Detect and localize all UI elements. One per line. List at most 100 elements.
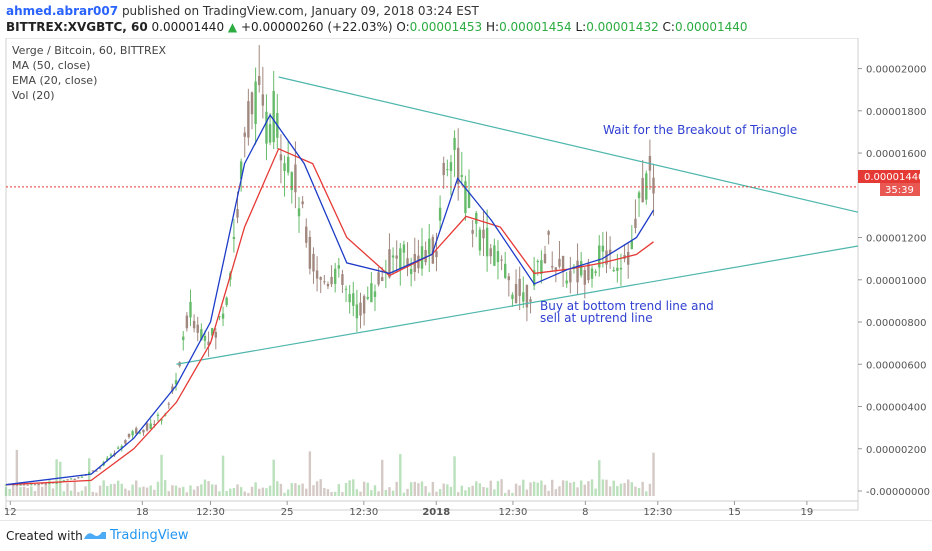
candle-body xyxy=(286,156,290,173)
volume-bar xyxy=(160,454,163,496)
volume-bar xyxy=(163,480,167,496)
volume-bar xyxy=(33,491,37,496)
legend-ma: MA (50, close) xyxy=(12,59,90,72)
trendline-upper xyxy=(278,76,859,213)
candle-body xyxy=(189,301,192,318)
volume-bar xyxy=(652,452,655,496)
volume-bar xyxy=(142,486,145,496)
volume-bar xyxy=(95,492,98,496)
volume-bar xyxy=(579,480,583,496)
volume-bar xyxy=(196,486,199,496)
candle-body xyxy=(453,137,456,150)
volume-bar xyxy=(485,487,489,496)
candle-body xyxy=(308,236,312,269)
volume-bar xyxy=(15,449,19,496)
candle-body xyxy=(409,269,413,275)
volume-bar xyxy=(225,490,228,496)
volume-bar xyxy=(120,483,123,496)
y-tick-label: 0.00001600 xyxy=(866,149,926,160)
candle-body xyxy=(435,251,438,258)
candle-body xyxy=(37,484,40,486)
candle-body xyxy=(297,208,301,217)
volume-bar xyxy=(417,483,420,496)
candle-body xyxy=(305,226,308,243)
volume-bar xyxy=(207,481,210,496)
candle-body xyxy=(391,255,395,258)
candle-body xyxy=(587,263,590,281)
candle-body xyxy=(532,270,536,286)
candle-body xyxy=(344,288,348,290)
candle-body xyxy=(135,428,138,434)
candle-body xyxy=(261,94,265,106)
volume-bar xyxy=(641,481,644,496)
candle-body xyxy=(312,253,315,272)
candle-body xyxy=(254,81,257,124)
volume-bar xyxy=(301,483,304,496)
legend-vol: Vol (20) xyxy=(12,89,55,102)
volume-bar xyxy=(391,490,395,496)
candle-body xyxy=(323,281,326,283)
close-label: C: xyxy=(662,20,675,34)
candle-body xyxy=(182,336,185,341)
y-tick-label: 0.00002000 xyxy=(866,65,926,76)
candle-body xyxy=(69,478,73,480)
volume-bar xyxy=(344,483,348,496)
trendline-lower xyxy=(176,245,859,365)
candle-body xyxy=(174,380,178,385)
candle-body xyxy=(294,164,297,193)
volume-bar xyxy=(352,479,355,496)
volume-bar xyxy=(210,484,214,496)
volume-bar xyxy=(261,487,265,496)
x-tick-label: 12:30 xyxy=(643,507,672,518)
chart-frame xyxy=(5,38,859,511)
volume-bar xyxy=(341,492,344,496)
volume-bar xyxy=(507,489,511,496)
volume-bar xyxy=(525,489,529,496)
volume-bar xyxy=(359,491,362,496)
candle-body xyxy=(341,274,344,285)
volume-bar xyxy=(19,487,22,496)
volume-bar xyxy=(442,483,445,496)
countdown-text: 35:39 xyxy=(885,185,914,196)
ohlc-line: BITTREX:XVGBTC, 60 0.00001440 ▲ +0.00000… xyxy=(6,20,748,34)
x-tick-label: 12:30 xyxy=(349,507,378,518)
y-tick-label: 0.00000400 xyxy=(866,403,926,414)
candle-body xyxy=(265,111,268,144)
volume-bar xyxy=(116,480,120,496)
candles xyxy=(4,45,655,486)
volume-bar xyxy=(106,486,109,496)
candle-body xyxy=(634,218,637,229)
author-link[interactable]: ahmed.abrar007 xyxy=(6,4,119,18)
candle-body xyxy=(612,270,615,272)
candle-body xyxy=(62,480,66,482)
volume-bar xyxy=(69,490,73,496)
candle-body xyxy=(268,124,272,143)
volume-bar xyxy=(601,479,605,496)
volume-bar xyxy=(156,481,160,496)
candle-body xyxy=(55,482,58,484)
candle-body xyxy=(590,268,594,279)
volume-bar xyxy=(265,488,268,496)
trendlines xyxy=(176,76,859,365)
volume-bar xyxy=(214,484,218,496)
volume-bar xyxy=(532,481,536,496)
tradingview-brand[interactable]: TradingView xyxy=(110,528,189,543)
candle-body xyxy=(80,476,84,478)
volume-bar xyxy=(323,487,326,496)
volume-bar xyxy=(438,489,442,496)
volume-bar xyxy=(283,492,286,496)
candle-body xyxy=(30,484,33,486)
candle-body xyxy=(200,329,203,341)
price-chart[interactable]: 0.00002000 0.00001800 0.00001600 0.00001200… xyxy=(0,38,932,520)
candle-body xyxy=(214,331,218,338)
volume-bar xyxy=(149,485,152,496)
candle-body xyxy=(558,258,561,267)
candle-body xyxy=(522,292,525,302)
volume-bar xyxy=(113,483,116,496)
candle-body xyxy=(438,207,442,221)
volume-bar xyxy=(127,490,131,496)
volume-bar xyxy=(268,485,272,496)
candle-body xyxy=(218,316,221,318)
candle-body xyxy=(475,212,478,224)
volume-bar xyxy=(590,479,594,496)
